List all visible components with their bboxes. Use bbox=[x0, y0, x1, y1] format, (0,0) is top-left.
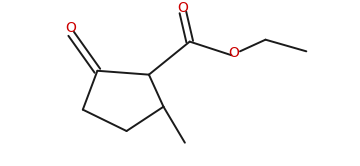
Text: O: O bbox=[228, 46, 239, 60]
Text: O: O bbox=[177, 1, 188, 15]
Text: O: O bbox=[66, 21, 77, 35]
